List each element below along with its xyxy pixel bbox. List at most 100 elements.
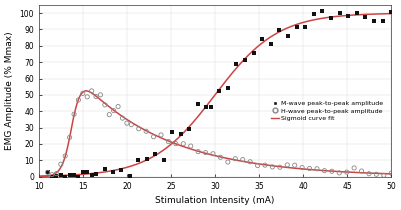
Point: [62, 154, 69, 158]
Point: [225, 160, 231, 164]
Point: [373, 173, 380, 176]
Point: [75, 175, 82, 178]
Point: [71, 173, 77, 177]
Point: [277, 165, 283, 169]
Point: [195, 150, 201, 153]
Point: [319, 9, 326, 13]
Point: [276, 28, 283, 31]
Point: [67, 136, 73, 139]
Point: [285, 34, 291, 38]
Point: [106, 113, 113, 116]
Point: [89, 89, 95, 93]
Point: [161, 158, 167, 161]
Point: [110, 171, 116, 174]
Point: [53, 172, 60, 175]
Point: [232, 157, 239, 160]
Point: [124, 121, 130, 125]
Point: [169, 131, 176, 134]
Point: [80, 92, 86, 95]
Point: [119, 117, 126, 120]
Point: [292, 164, 298, 167]
Point: [58, 173, 64, 176]
Point: [45, 170, 51, 173]
Point: [188, 144, 194, 148]
Point: [306, 167, 313, 170]
Point: [128, 123, 134, 126]
Point: [344, 171, 350, 174]
Point: [71, 113, 77, 116]
Point: [203, 151, 209, 154]
Point: [53, 174, 60, 177]
Point: [351, 166, 357, 170]
Legend: M-wave peak-to-peak amplitude, H-wave peak-to-peak amplitude, Sigmoid curve fit: M-wave peak-to-peak amplitude, H-wave pe…: [270, 100, 385, 122]
Point: [165, 140, 172, 143]
Point: [217, 156, 224, 159]
Point: [136, 127, 142, 130]
Point: [127, 174, 133, 178]
X-axis label: Stimulation Intensity (mA): Stimulation Intensity (mA): [155, 196, 275, 205]
Point: [345, 14, 351, 18]
Point: [314, 167, 320, 171]
Point: [93, 172, 99, 176]
Point: [118, 169, 125, 172]
Point: [203, 105, 209, 108]
Point: [49, 175, 55, 178]
Point: [89, 173, 95, 177]
Point: [242, 59, 248, 62]
Point: [216, 89, 223, 93]
Point: [173, 142, 179, 145]
Point: [115, 105, 121, 108]
Point: [110, 109, 117, 112]
Point: [321, 169, 328, 172]
Point: [207, 105, 214, 108]
Point: [178, 133, 184, 136]
Point: [180, 142, 186, 145]
Point: [93, 95, 99, 98]
Point: [379, 20, 386, 23]
Point: [259, 37, 265, 40]
Point: [362, 16, 369, 19]
Point: [186, 127, 192, 131]
Point: [299, 166, 305, 169]
Point: [45, 171, 51, 174]
Point: [284, 163, 290, 167]
Point: [254, 164, 261, 167]
Point: [97, 93, 104, 97]
Point: [49, 173, 55, 176]
Point: [294, 25, 300, 29]
Point: [336, 171, 342, 175]
Point: [388, 171, 395, 175]
Point: [302, 25, 308, 29]
Point: [262, 164, 268, 167]
Point: [329, 170, 335, 173]
Point: [102, 103, 108, 106]
Point: [84, 95, 91, 98]
Point: [381, 174, 387, 177]
Point: [135, 158, 142, 161]
Point: [250, 51, 257, 55]
Point: [247, 160, 253, 163]
Point: [75, 98, 82, 102]
Point: [267, 42, 274, 45]
Point: [194, 102, 201, 105]
Point: [358, 169, 365, 173]
Point: [150, 135, 157, 138]
Point: [158, 133, 164, 137]
Point: [239, 158, 246, 161]
Point: [269, 165, 275, 169]
Point: [62, 175, 69, 178]
Point: [58, 163, 64, 166]
Point: [144, 157, 150, 161]
Point: [84, 171, 91, 174]
Point: [336, 11, 343, 14]
Point: [354, 11, 360, 14]
Point: [67, 173, 73, 177]
Point: [225, 86, 231, 89]
Point: [152, 152, 158, 155]
Point: [80, 170, 86, 173]
Point: [101, 167, 108, 170]
Point: [233, 62, 240, 66]
Point: [210, 152, 216, 155]
Point: [388, 10, 395, 14]
Point: [311, 12, 317, 16]
